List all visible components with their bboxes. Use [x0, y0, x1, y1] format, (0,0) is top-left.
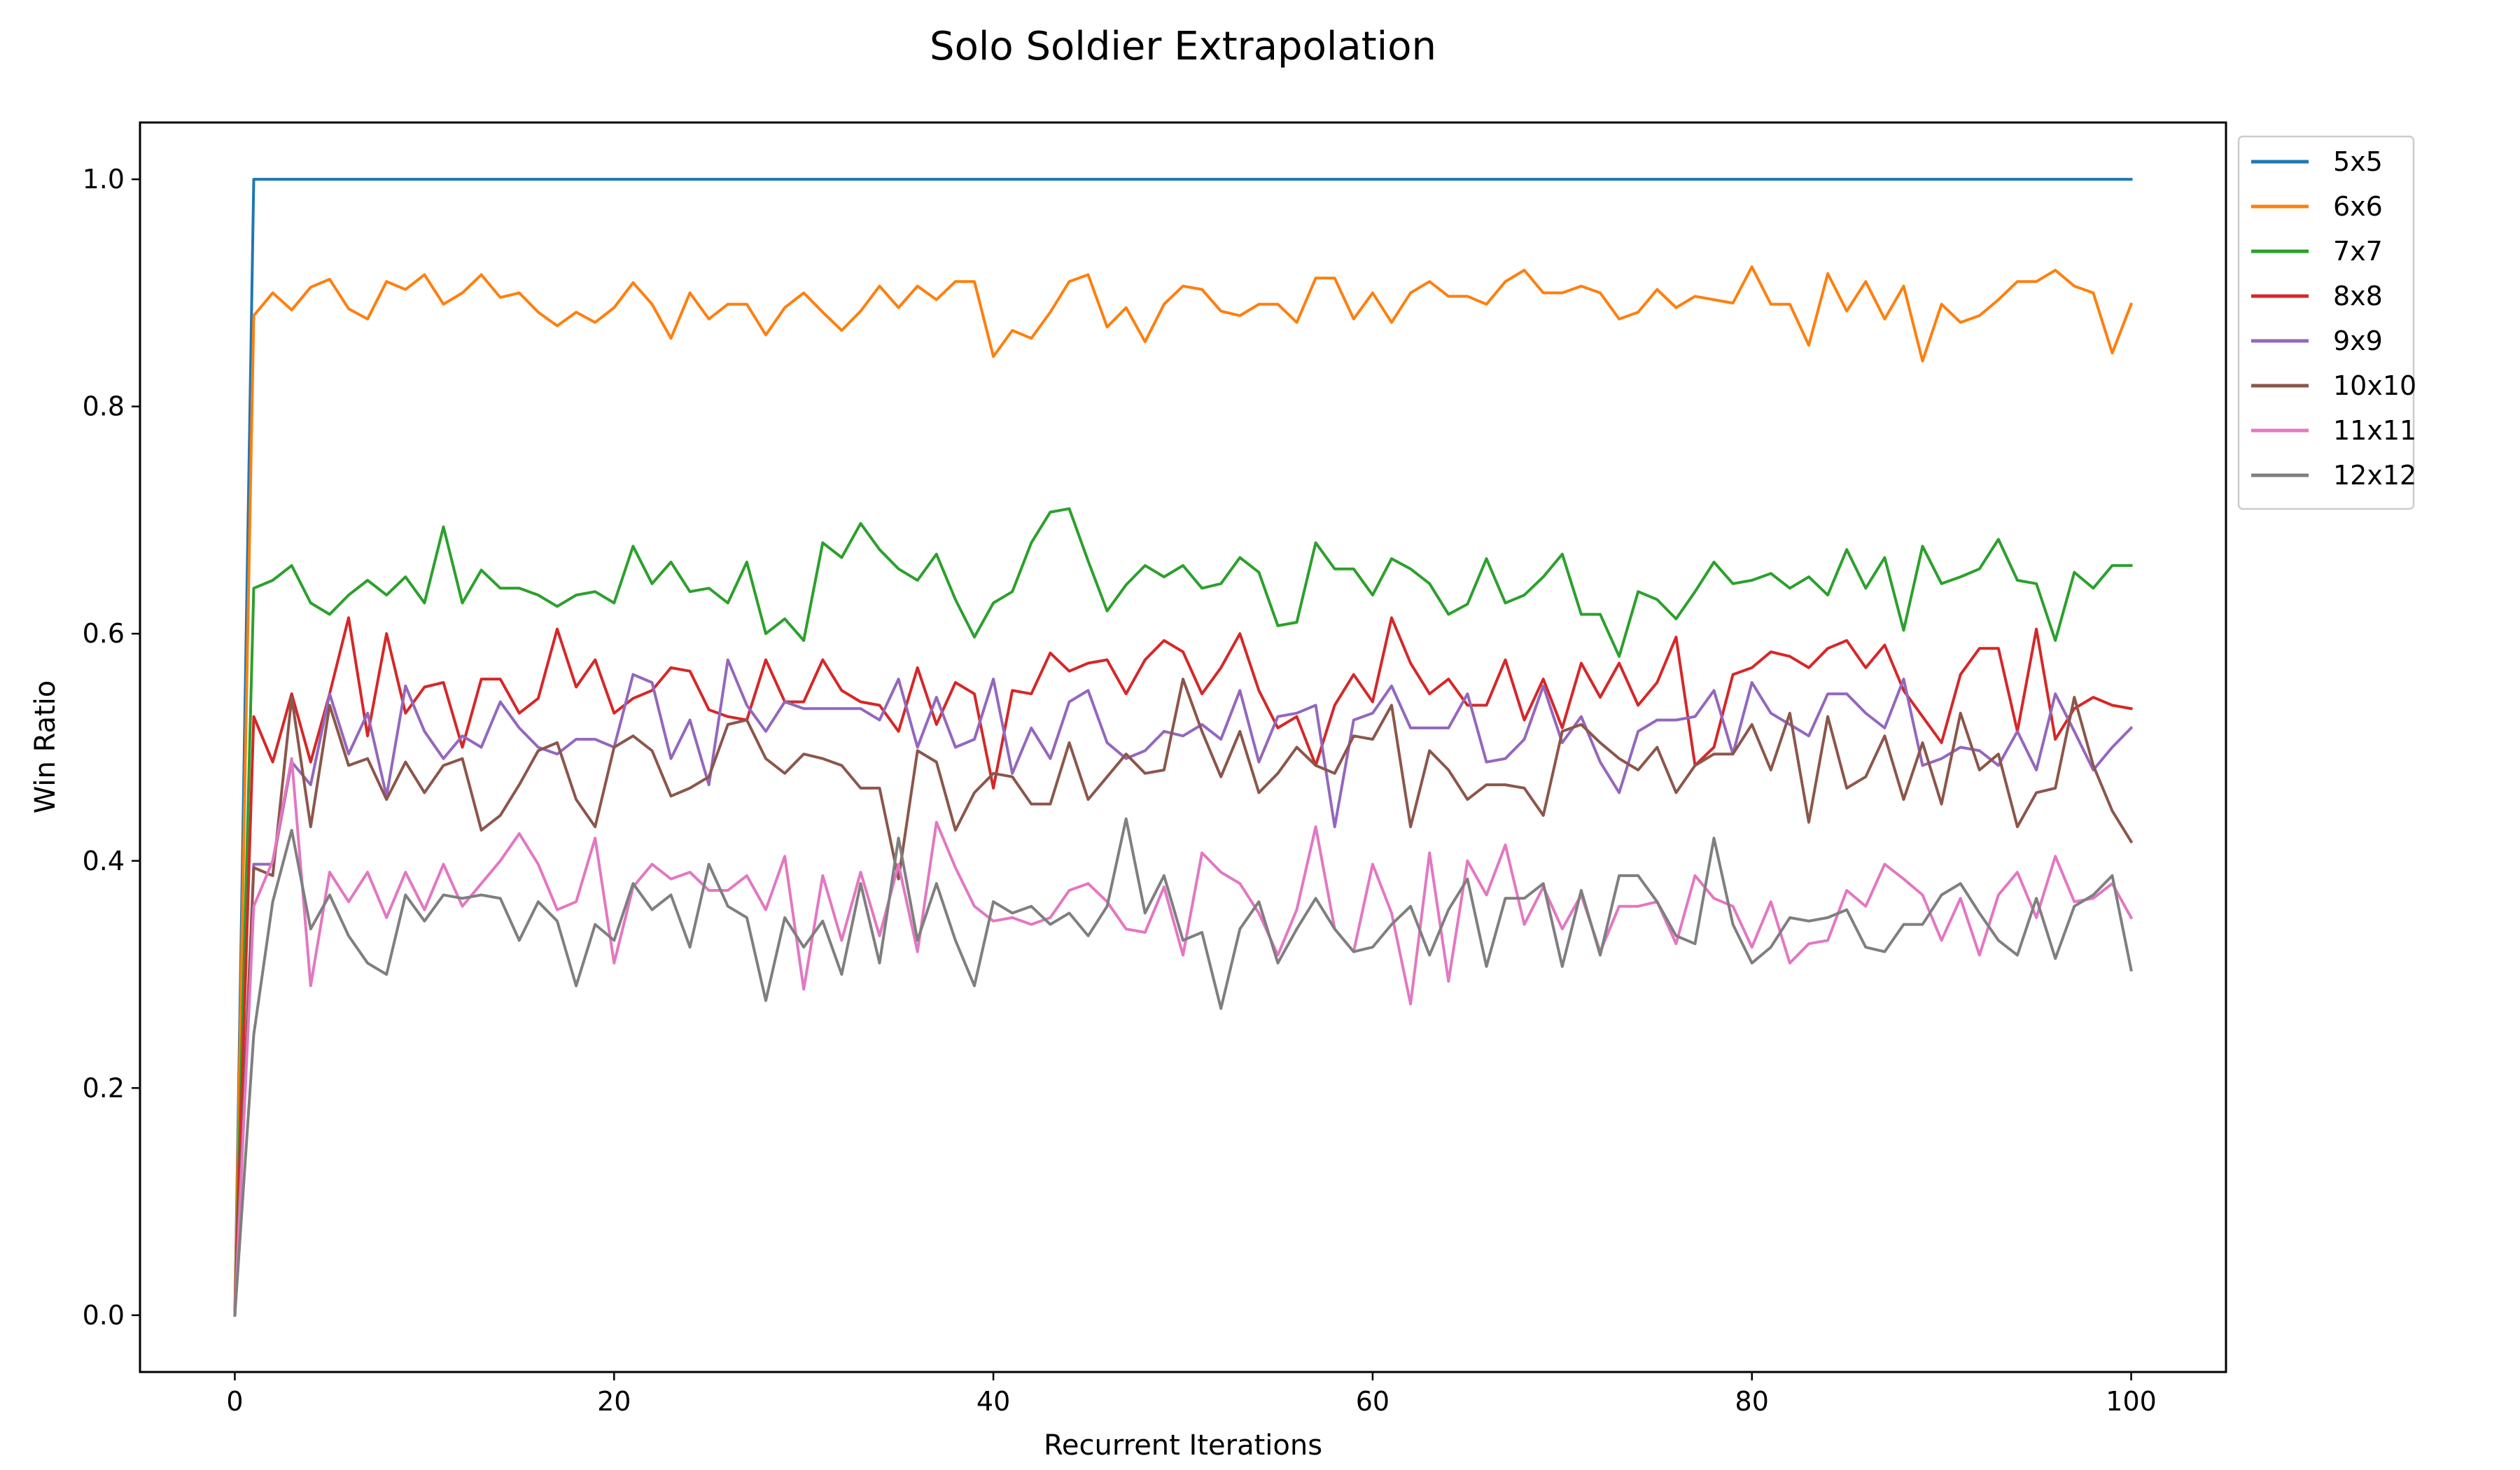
series-line-12x12 [233, 817, 2133, 1317]
y-tick-label: 1.0 [83, 164, 125, 195]
series-lines [233, 178, 2134, 1317]
y-tick-label: 0.0 [83, 1300, 125, 1331]
x-tick-label: 0 [226, 1386, 243, 1417]
series-line-9x9 [233, 658, 2134, 1317]
series-line-5x5 [233, 178, 2133, 1317]
series-line-10x10 [233, 678, 2134, 1317]
legend: 5x5 6x6 7x7 8x8 9x9 10x10 11x11 12x12 [2237, 135, 2416, 510]
y-axis-label: Win Ratio [29, 680, 62, 814]
axes-frame [139, 121, 2227, 1373]
x-tick-label: 80 [1735, 1386, 1769, 1417]
y-tick-label: 0.4 [83, 846, 125, 876]
x-tick-label: 60 [1356, 1386, 1390, 1417]
legend-label-10x10: 10x10 [2333, 370, 2416, 401]
legend-label-6x6: 6x6 [2333, 191, 2383, 222]
legend-label-7x7: 7x7 [2333, 236, 2383, 267]
series-line-7x7 [233, 507, 2133, 1317]
x-tick-label: 40 [976, 1386, 1010, 1417]
x-axis-label: Recurrent Iterations [1044, 1429, 1322, 1462]
series-line-11x11 [233, 757, 2134, 1317]
y-tick-label: 0.8 [83, 391, 125, 422]
y-tick-label: 0.6 [83, 618, 125, 649]
legend-box [2237, 135, 2415, 510]
legend-label-11x11: 11x11 [2333, 415, 2416, 446]
legend-label-5x5: 5x5 [2333, 146, 2383, 177]
chart-title: Solo Soldier Extrapolation [930, 24, 1436, 69]
legend-label-9x9: 9x9 [2333, 326, 2383, 356]
legend-label-12x12: 12x12 [2333, 460, 2416, 491]
legend-label-8x8: 8x8 [2333, 281, 2383, 312]
series-line-6x6 [233, 265, 2134, 1317]
x-tick-label: 100 [2106, 1386, 2157, 1417]
y-tick-label: 0.2 [83, 1072, 125, 1103]
x-tick-label: 20 [597, 1386, 631, 1417]
series-line-8x8 [233, 616, 2133, 1317]
axes: 0 20 40 60 80 100 0.0 0.2 0.4 0.6 0.8 1.0 [83, 164, 2157, 1417]
